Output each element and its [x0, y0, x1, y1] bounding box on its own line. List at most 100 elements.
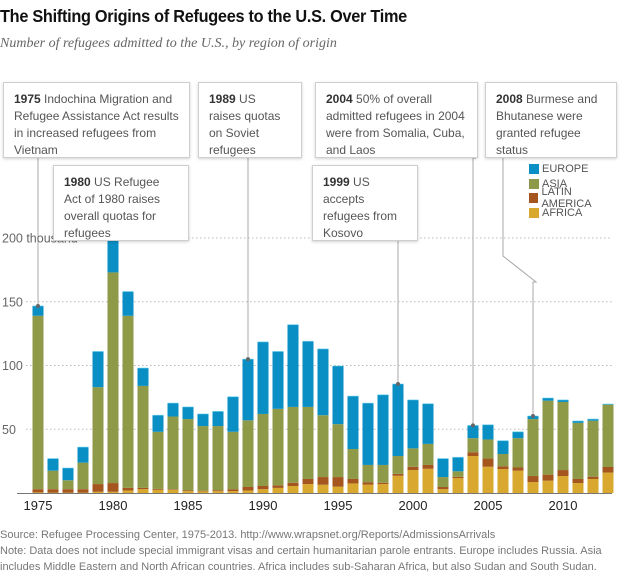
- bar-europe-2006: [497, 440, 509, 454]
- bar-stack-2004: [467, 425, 479, 493]
- bar-asia-1981: [122, 315, 134, 488]
- bar-stack-1988: [227, 396, 239, 493]
- bar-stack-1982: [137, 367, 149, 493]
- bar-latin-america-1994: [317, 477, 329, 485]
- bar-africa-2008: [527, 482, 539, 493]
- bar-latin-america-1979: [92, 484, 104, 492]
- bar-europe-2001: [422, 403, 434, 444]
- bar-stack-2006: [497, 440, 509, 493]
- bar-asia-2001: [422, 443, 434, 465]
- x-axis: 1975 1980 1985 1990 1995 2000 2005 2010: [24, 498, 578, 513]
- bar-stack-1983: [152, 414, 164, 493]
- legend-item-europe: EUROPE: [529, 162, 620, 177]
- bar-europe-1978: [77, 447, 89, 463]
- bar-africa-1989: [242, 490, 254, 493]
- bar-stack-2009: [542, 397, 554, 493]
- bar-latin-america-1998: [377, 482, 389, 485]
- annotation-1999: 1999 US accepts refugees from Kosovo: [312, 165, 418, 241]
- data-note-line-1: Note: Data does not include special immi…: [0, 545, 602, 557]
- bar-africa-1997: [362, 484, 374, 493]
- bar-stack-2002: [437, 458, 449, 493]
- bar-stack-1976: [47, 458, 59, 493]
- annotation-marker-1989: [246, 357, 250, 362]
- bar-stack-2003: [452, 456, 464, 493]
- bar-africa-2010: [557, 476, 569, 493]
- bar-africa-1988: [227, 491, 239, 493]
- annotation-text: Burmese and Bhutanese were granted refug…: [496, 92, 598, 157]
- bar-latin-america-2007: [512, 467, 524, 471]
- annotation-text: Indochina Migration and Refugee Assistan…: [14, 92, 179, 157]
- legend-swatch-asia: [529, 178, 539, 189]
- source-note: Source: Refugee Processing Center, 1975-…: [0, 529, 496, 541]
- bar-latin-america-2008: [527, 476, 539, 483]
- bar-latin-america-2005: [482, 458, 494, 467]
- bar-europe-2009: [542, 398, 554, 401]
- bar-africa-1995: [332, 486, 344, 493]
- bar-asia-1990: [257, 413, 269, 486]
- bar-stack-1992: [287, 324, 299, 493]
- bar-latin-america-1976: [47, 489, 59, 493]
- bar-latin-america-1999: [392, 473, 404, 476]
- x-tick-label: 1985: [174, 498, 203, 513]
- annotation-year: 1989: [209, 92, 236, 106]
- bar-europe-2005: [482, 424, 494, 440]
- legend-label: EUROPE: [542, 163, 589, 176]
- bar-asia-2013: [602, 404, 614, 467]
- bar-asia-1989: [242, 420, 254, 488]
- bar-asia-2008: [527, 419, 539, 477]
- bar-asia-1980: [107, 272, 119, 484]
- bar-africa-1984: [167, 489, 179, 493]
- bar-stack-2011: [572, 420, 584, 493]
- bar-europe-2007: [512, 431, 524, 439]
- bar-africa-2007: [512, 470, 524, 493]
- bar-africa-1992: [287, 485, 299, 493]
- bar-africa-1981: [122, 490, 134, 493]
- footer: Source: Refugee Processing Center, 1975-…: [0, 527, 602, 575]
- data-note-line-2: includes Middle Eastern and North Africa…: [0, 561, 597, 573]
- bar-latin-america-1992: [287, 482, 299, 486]
- bar-africa-1975: [32, 492, 44, 493]
- bar-europe-1983: [152, 415, 164, 432]
- bar-latin-america-2004: [467, 452, 479, 457]
- bar-stack-2007: [512, 431, 524, 493]
- annotation-marker-2008: [531, 413, 535, 418]
- annotation-year: 1999: [323, 175, 350, 189]
- bar-africa-1985: [182, 491, 194, 493]
- bar-stack-2005: [482, 424, 494, 493]
- bar-stack-1975: [32, 305, 44, 493]
- bar-stack-2010: [557, 399, 569, 493]
- bar-europe-1986: [197, 413, 209, 427]
- bar-latin-america-1977: [62, 489, 74, 493]
- bar-asia-1976: [47, 470, 59, 490]
- legend-item-latin-america: LATIN AMERICA: [529, 186, 620, 210]
- chart-subtitle: Number of refugees admitted to the U.S.,…: [0, 36, 337, 51]
- bar-asia-2007: [512, 438, 524, 468]
- annotation-year: 1975: [14, 92, 41, 106]
- bar-europe-1989: [242, 359, 254, 421]
- bar-stack-2008: [527, 415, 539, 493]
- bar-latin-america-1990: [257, 485, 269, 490]
- bar-asia-1985: [182, 419, 194, 491]
- bar-africa-1990: [257, 489, 269, 493]
- bar-asia-2005: [482, 439, 494, 459]
- bar-asia-1994: [317, 415, 329, 478]
- bar-africa-2002: [437, 489, 449, 493]
- bar-stack-1980: [107, 228, 119, 493]
- x-tick-label: 2010: [549, 498, 578, 513]
- bars: [32, 228, 614, 493]
- bar-latin-america-2012: [587, 476, 599, 479]
- bar-latin-america-2009: [542, 474, 554, 481]
- y-tick-label: 150: [2, 295, 23, 309]
- bar-asia-1992: [287, 406, 299, 483]
- bar-africa-1980: [107, 491, 119, 493]
- bar-stack-1979: [92, 351, 104, 493]
- bar-asia-1986: [197, 426, 209, 491]
- bar-latin-america-2000: [407, 466, 419, 471]
- x-tick-label: 1990: [249, 498, 278, 513]
- bar-europe-1985: [182, 406, 194, 420]
- bar-europe-1987: [212, 411, 224, 427]
- bar-europe-2003: [452, 457, 464, 472]
- bar-latin-america-1996: [347, 478, 359, 484]
- bar-europe-2002: [437, 458, 449, 478]
- bar-africa-1999: [392, 475, 404, 493]
